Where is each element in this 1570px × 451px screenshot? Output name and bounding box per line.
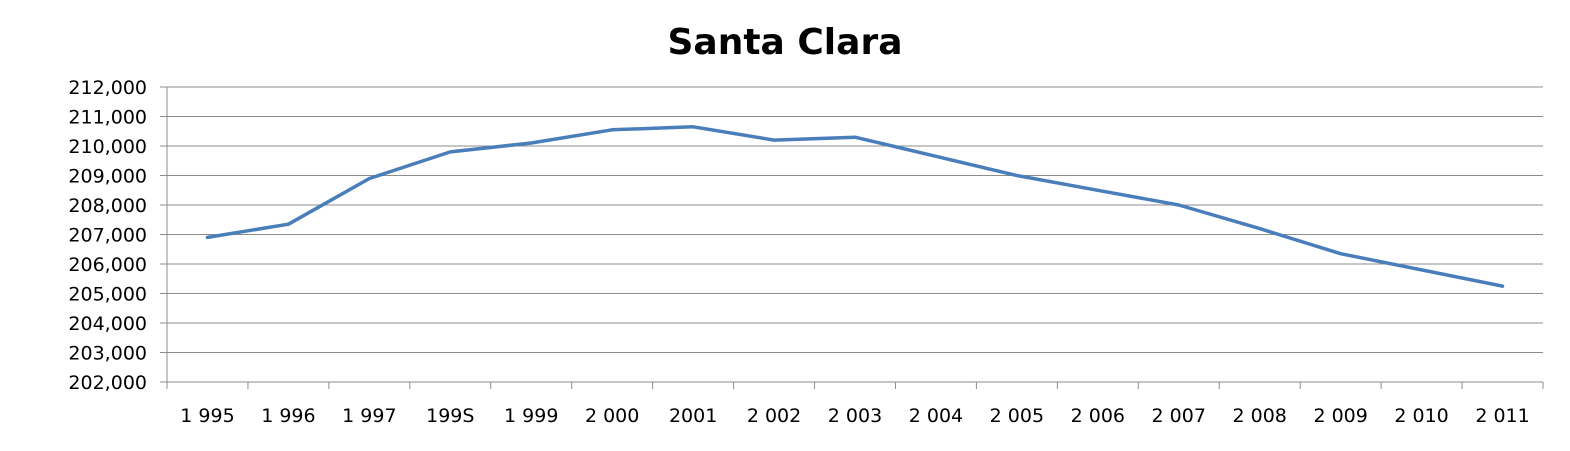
- series-layer: [205, 125, 1505, 288]
- x-tick-label: 1 999: [504, 405, 558, 427]
- y-tick-label: 203,000: [68, 343, 147, 365]
- y-tick-label: 204,000: [68, 313, 147, 335]
- data-point: [610, 128, 614, 132]
- x-tick-label: 2 002: [747, 405, 801, 427]
- x-tick-label: 2 009: [1313, 405, 1367, 427]
- y-tick-label: 212,000: [68, 77, 147, 99]
- y-tick-label: 210,000: [68, 136, 147, 158]
- x-tick-label: 2 007: [1152, 405, 1206, 427]
- y-tick-label: 209,000: [68, 166, 147, 188]
- data-point: [1177, 203, 1181, 207]
- data-point: [691, 125, 695, 129]
- x-tick-label: 2 004: [909, 405, 963, 427]
- data-point: [286, 222, 290, 226]
- x-tick-label: 2 011: [1475, 405, 1529, 427]
- tick-labels: 212,000 211,000 210,000 209,000 208,000 207,0…: [68, 77, 1529, 427]
- y-tick-label: 208,000: [68, 195, 147, 217]
- x-tick-label: 2001: [669, 405, 717, 427]
- x-tick-label: 199S: [426, 405, 474, 427]
- gridlines: [167, 86, 1543, 353]
- data-point: [934, 154, 938, 158]
- data-point: [1015, 174, 1019, 177]
- y-tick-label: 207,000: [68, 225, 147, 247]
- x-tick-label: 2 008: [1233, 405, 1287, 427]
- axes: [160, 86, 1544, 389]
- y-tick-label: 206,000: [68, 254, 147, 276]
- x-tick-label: 1 997: [342, 405, 396, 427]
- x-tick-label: 1 996: [261, 405, 315, 427]
- x-tick-label: 2 003: [828, 405, 882, 427]
- data-point: [1258, 227, 1262, 231]
- x-tick-label: 2 010: [1394, 405, 1448, 427]
- data-point: [448, 150, 452, 154]
- y-tick-label: 205,000: [68, 284, 147, 306]
- x-tick-label: 1 995: [180, 405, 234, 427]
- data-point: [1096, 188, 1100, 192]
- y-tick-label: 211,000: [68, 107, 147, 129]
- data-point: [1339, 252, 1343, 256]
- data-point: [205, 235, 209, 239]
- data-point: [1501, 284, 1505, 288]
- data-point: [529, 141, 533, 145]
- data-point: [1420, 268, 1424, 272]
- x-tick-label: 2 005: [990, 405, 1044, 427]
- series-line: [205, 125, 1505, 288]
- data-point: [853, 135, 857, 139]
- data-point: [367, 176, 371, 180]
- chart-title: Santa Clara: [668, 22, 903, 63]
- x-tick-label: 2 006: [1071, 405, 1125, 427]
- x-tick-label: 2 000: [585, 405, 639, 427]
- data-point: [772, 138, 776, 142]
- y-tick-label: 202,000: [68, 372, 147, 394]
